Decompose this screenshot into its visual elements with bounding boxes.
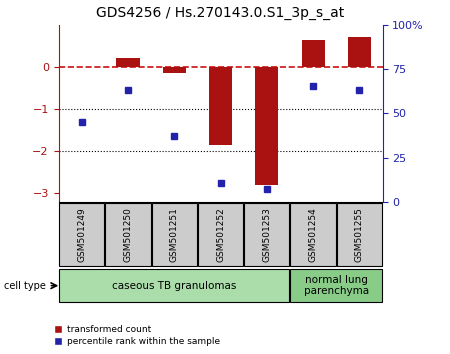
Text: caseous TB granulomas: caseous TB granulomas xyxy=(112,281,236,291)
Bar xyxy=(209,67,232,145)
Text: GSM501253: GSM501253 xyxy=(262,207,271,262)
Text: GSM501250: GSM501250 xyxy=(123,207,132,262)
Bar xyxy=(255,67,279,185)
Bar xyxy=(348,38,371,67)
Bar xyxy=(117,58,140,67)
Bar xyxy=(162,67,186,73)
Legend: transformed count, percentile rank within the sample: transformed count, percentile rank withi… xyxy=(50,321,223,349)
Text: GSM501255: GSM501255 xyxy=(355,207,364,262)
Text: normal lung
parenchyma: normal lung parenchyma xyxy=(304,275,369,297)
Text: GSM501254: GSM501254 xyxy=(309,207,318,262)
Bar xyxy=(302,40,324,67)
Text: GSM501249: GSM501249 xyxy=(77,207,86,262)
Text: cell type: cell type xyxy=(4,281,46,291)
Text: GSM501251: GSM501251 xyxy=(170,207,179,262)
Text: GSM501252: GSM501252 xyxy=(216,207,225,262)
Title: GDS4256 / Hs.270143.0.S1_3p_s_at: GDS4256 / Hs.270143.0.S1_3p_s_at xyxy=(96,6,345,19)
